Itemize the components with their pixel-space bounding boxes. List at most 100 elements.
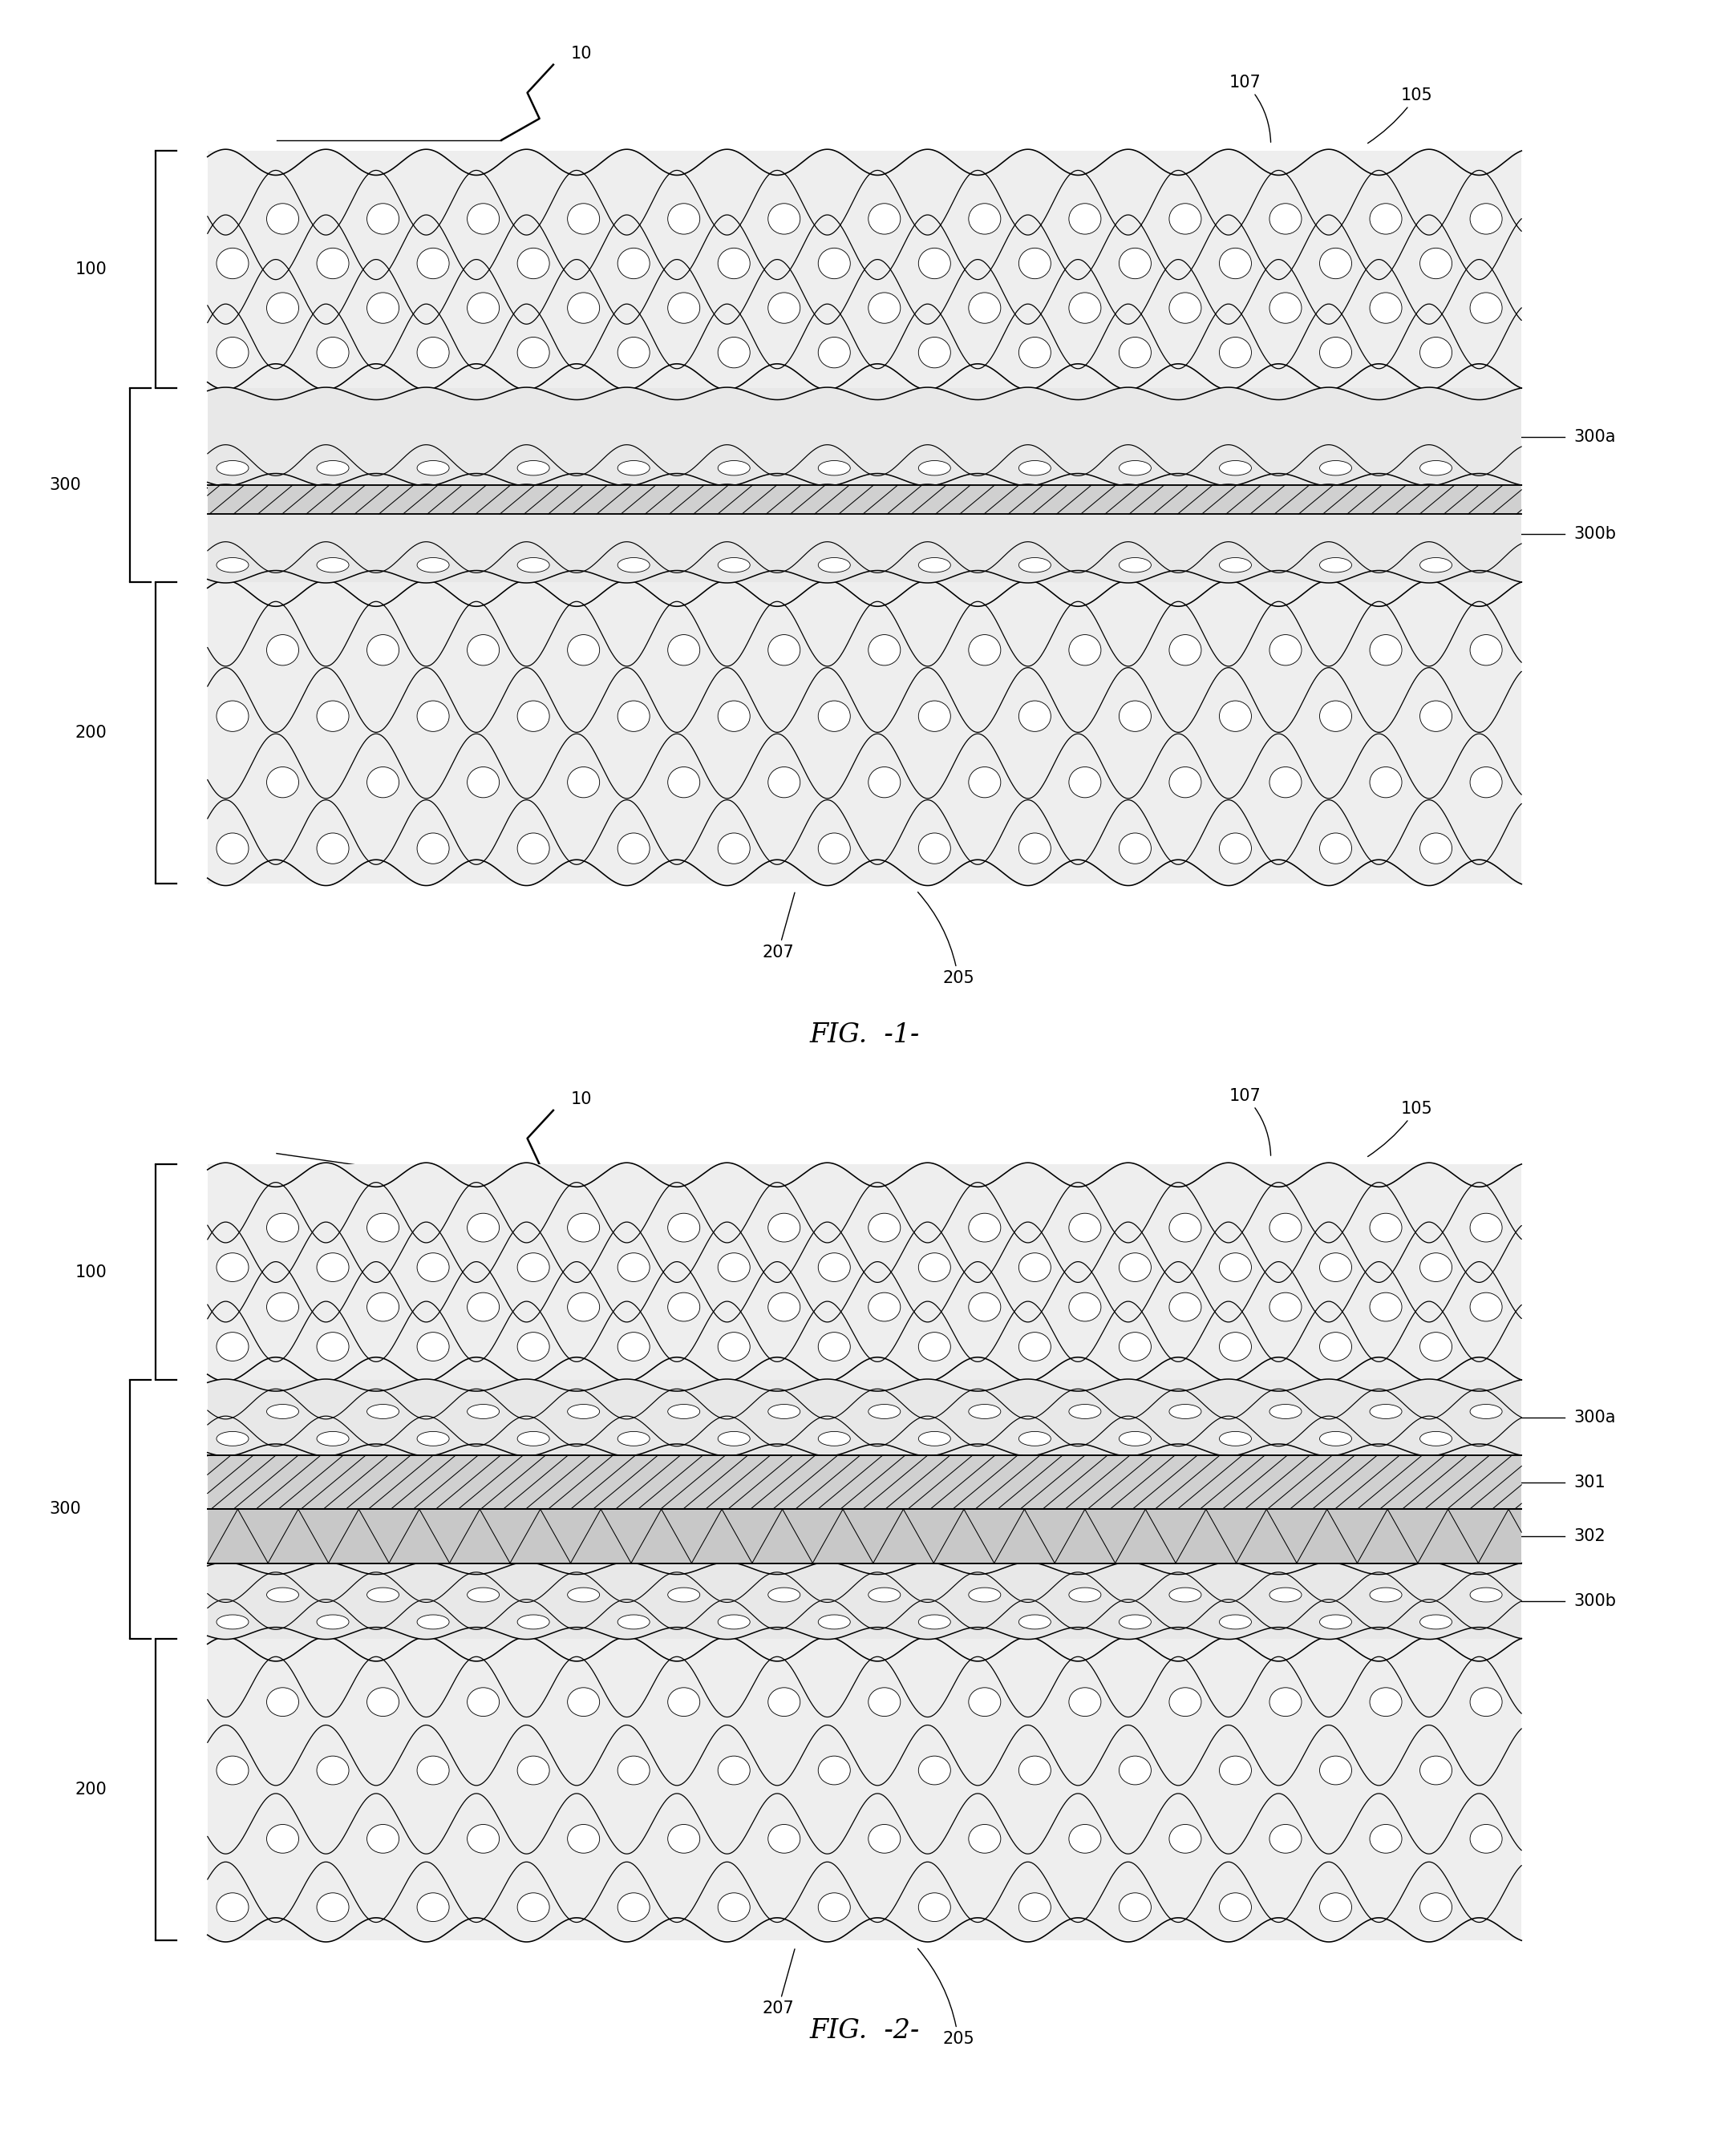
Ellipse shape [1219, 1755, 1252, 1785]
Ellipse shape [1269, 634, 1302, 666]
Ellipse shape [1119, 1432, 1152, 1447]
Ellipse shape [1269, 768, 1302, 798]
Ellipse shape [1018, 336, 1051, 369]
Bar [207, 1639, 1522, 1940]
Text: 207: 207 [762, 1949, 795, 2016]
Ellipse shape [1119, 1615, 1152, 1630]
Text: 301: 301 [1573, 1475, 1605, 1490]
Ellipse shape [1169, 293, 1202, 323]
Text: FIG.  -2-: FIG. -2- [809, 2018, 920, 2044]
Text: 300: 300 [50, 1501, 81, 1518]
Ellipse shape [316, 832, 349, 865]
Ellipse shape [1069, 634, 1101, 666]
Text: FIG.  -1-: FIG. -1- [809, 1022, 920, 1048]
Ellipse shape [1169, 1294, 1202, 1322]
Ellipse shape [517, 1755, 550, 1785]
Ellipse shape [718, 1755, 750, 1785]
Ellipse shape [768, 1688, 801, 1716]
Ellipse shape [1169, 1587, 1202, 1602]
Ellipse shape [1420, 248, 1452, 278]
Ellipse shape [266, 1587, 299, 1602]
Ellipse shape [1219, 701, 1252, 731]
Ellipse shape [367, 1294, 399, 1322]
Ellipse shape [517, 1893, 550, 1921]
Ellipse shape [768, 1294, 801, 1322]
Ellipse shape [1018, 1615, 1051, 1630]
Ellipse shape [266, 768, 299, 798]
Ellipse shape [316, 701, 349, 731]
Ellipse shape [1369, 1404, 1402, 1419]
Ellipse shape [1069, 1587, 1101, 1602]
Ellipse shape [1219, 1432, 1252, 1447]
Ellipse shape [467, 1587, 500, 1602]
Text: 300: 300 [50, 476, 81, 494]
Ellipse shape [868, 1294, 901, 1322]
Ellipse shape [968, 1587, 1001, 1602]
Ellipse shape [417, 1253, 450, 1281]
Ellipse shape [617, 1432, 650, 1447]
Ellipse shape [868, 1214, 901, 1242]
Ellipse shape [266, 1824, 299, 1854]
Ellipse shape [567, 203, 600, 235]
Ellipse shape [868, 634, 901, 666]
Ellipse shape [818, 1253, 851, 1281]
Bar [207, 1509, 1522, 1563]
Ellipse shape [216, 1432, 249, 1447]
Ellipse shape [1018, 558, 1051, 573]
Text: 107: 107 [1229, 1089, 1271, 1156]
Text: 205: 205 [918, 1949, 973, 2046]
Ellipse shape [517, 461, 550, 476]
Text: 107: 107 [1229, 75, 1271, 142]
Ellipse shape [968, 1214, 1001, 1242]
Ellipse shape [818, 336, 851, 369]
Ellipse shape [1420, 1253, 1452, 1281]
Ellipse shape [1119, 1755, 1152, 1785]
Ellipse shape [417, 1432, 450, 1447]
Ellipse shape [1169, 1214, 1202, 1242]
Ellipse shape [316, 461, 349, 476]
Ellipse shape [1420, 1432, 1452, 1447]
Ellipse shape [1069, 203, 1101, 235]
Ellipse shape [718, 1615, 750, 1630]
Ellipse shape [1018, 1253, 1051, 1281]
Ellipse shape [1018, 1893, 1051, 1921]
Ellipse shape [617, 558, 650, 573]
Ellipse shape [417, 1893, 450, 1921]
Text: 205: 205 [918, 893, 973, 985]
Ellipse shape [918, 1432, 951, 1447]
Ellipse shape [968, 768, 1001, 798]
Ellipse shape [467, 634, 500, 666]
Ellipse shape [567, 768, 600, 798]
Ellipse shape [1219, 832, 1252, 865]
Ellipse shape [517, 1615, 550, 1630]
Ellipse shape [1069, 1214, 1101, 1242]
Ellipse shape [718, 1332, 750, 1360]
Ellipse shape [768, 293, 801, 323]
Ellipse shape [868, 1824, 901, 1854]
Ellipse shape [768, 1214, 801, 1242]
Bar [207, 1563, 1522, 1639]
Ellipse shape [567, 1587, 600, 1602]
Ellipse shape [316, 248, 349, 278]
Ellipse shape [266, 1214, 299, 1242]
Ellipse shape [1119, 336, 1152, 369]
Ellipse shape [1470, 1587, 1503, 1602]
Ellipse shape [918, 1615, 951, 1630]
Ellipse shape [617, 1755, 650, 1785]
Ellipse shape [617, 1253, 650, 1281]
Ellipse shape [1470, 634, 1503, 666]
Ellipse shape [467, 1294, 500, 1322]
Ellipse shape [667, 293, 700, 323]
Ellipse shape [868, 768, 901, 798]
Ellipse shape [617, 336, 650, 369]
Bar [207, 485, 1522, 582]
Ellipse shape [1119, 248, 1152, 278]
Ellipse shape [1420, 701, 1452, 731]
Ellipse shape [1369, 634, 1402, 666]
Text: 10: 10 [571, 1091, 591, 1108]
Ellipse shape [216, 461, 249, 476]
Ellipse shape [367, 1214, 399, 1242]
Ellipse shape [968, 1294, 1001, 1322]
Ellipse shape [617, 1893, 650, 1921]
Ellipse shape [417, 248, 450, 278]
